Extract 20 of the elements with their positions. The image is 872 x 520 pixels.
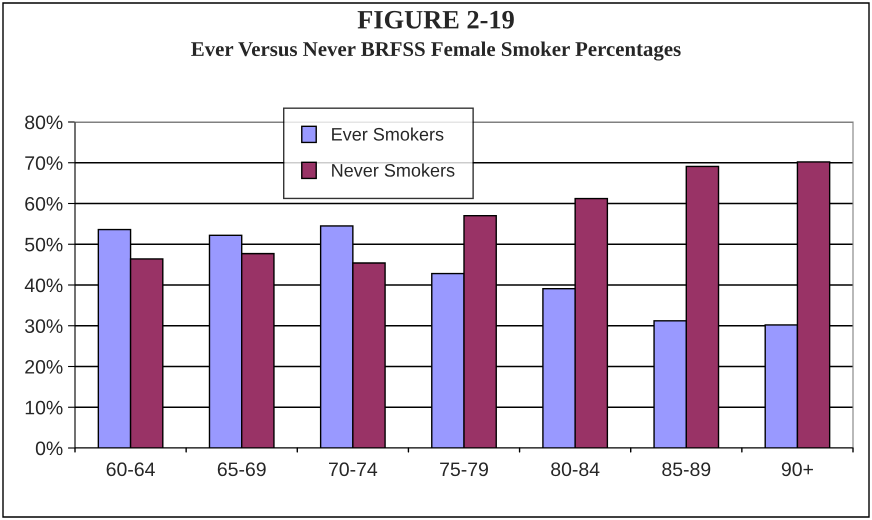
y-tick-label: 20% [25, 360, 63, 374]
x-tick-label: 65-69 [218, 462, 266, 476]
y-tick-label: 40% [24, 278, 63, 292]
legend-label: Ever Smokers [332, 127, 444, 141]
x-tick-label: 70-74 [328, 462, 378, 476]
y-tick-label: 30% [25, 319, 63, 333]
chart-subtitle: Ever Versus Never BRFSS Female Smoker Percentages [191, 41, 681, 61]
x-tick-label: 85-89 [662, 462, 710, 476]
y-tick-label: 60% [25, 196, 63, 211]
x-tick-label: 75-79 [440, 462, 488, 476]
x-tick-label: 80-84 [551, 462, 600, 476]
y-tick-label: 10% [26, 400, 63, 414]
y-tick-label: 0% [36, 441, 63, 456]
x-tick-label: 90+ [782, 462, 813, 476]
legend-label: Never Smokers [332, 164, 454, 177]
y-tick-label: 80% [25, 115, 63, 130]
y-tick-label: 70% [25, 156, 63, 170]
y-tick-label: 50% [25, 238, 63, 252]
chart-title: FIGURE 2-19 [358, 10, 514, 29]
x-tick-label: 60-64 [106, 462, 155, 476]
